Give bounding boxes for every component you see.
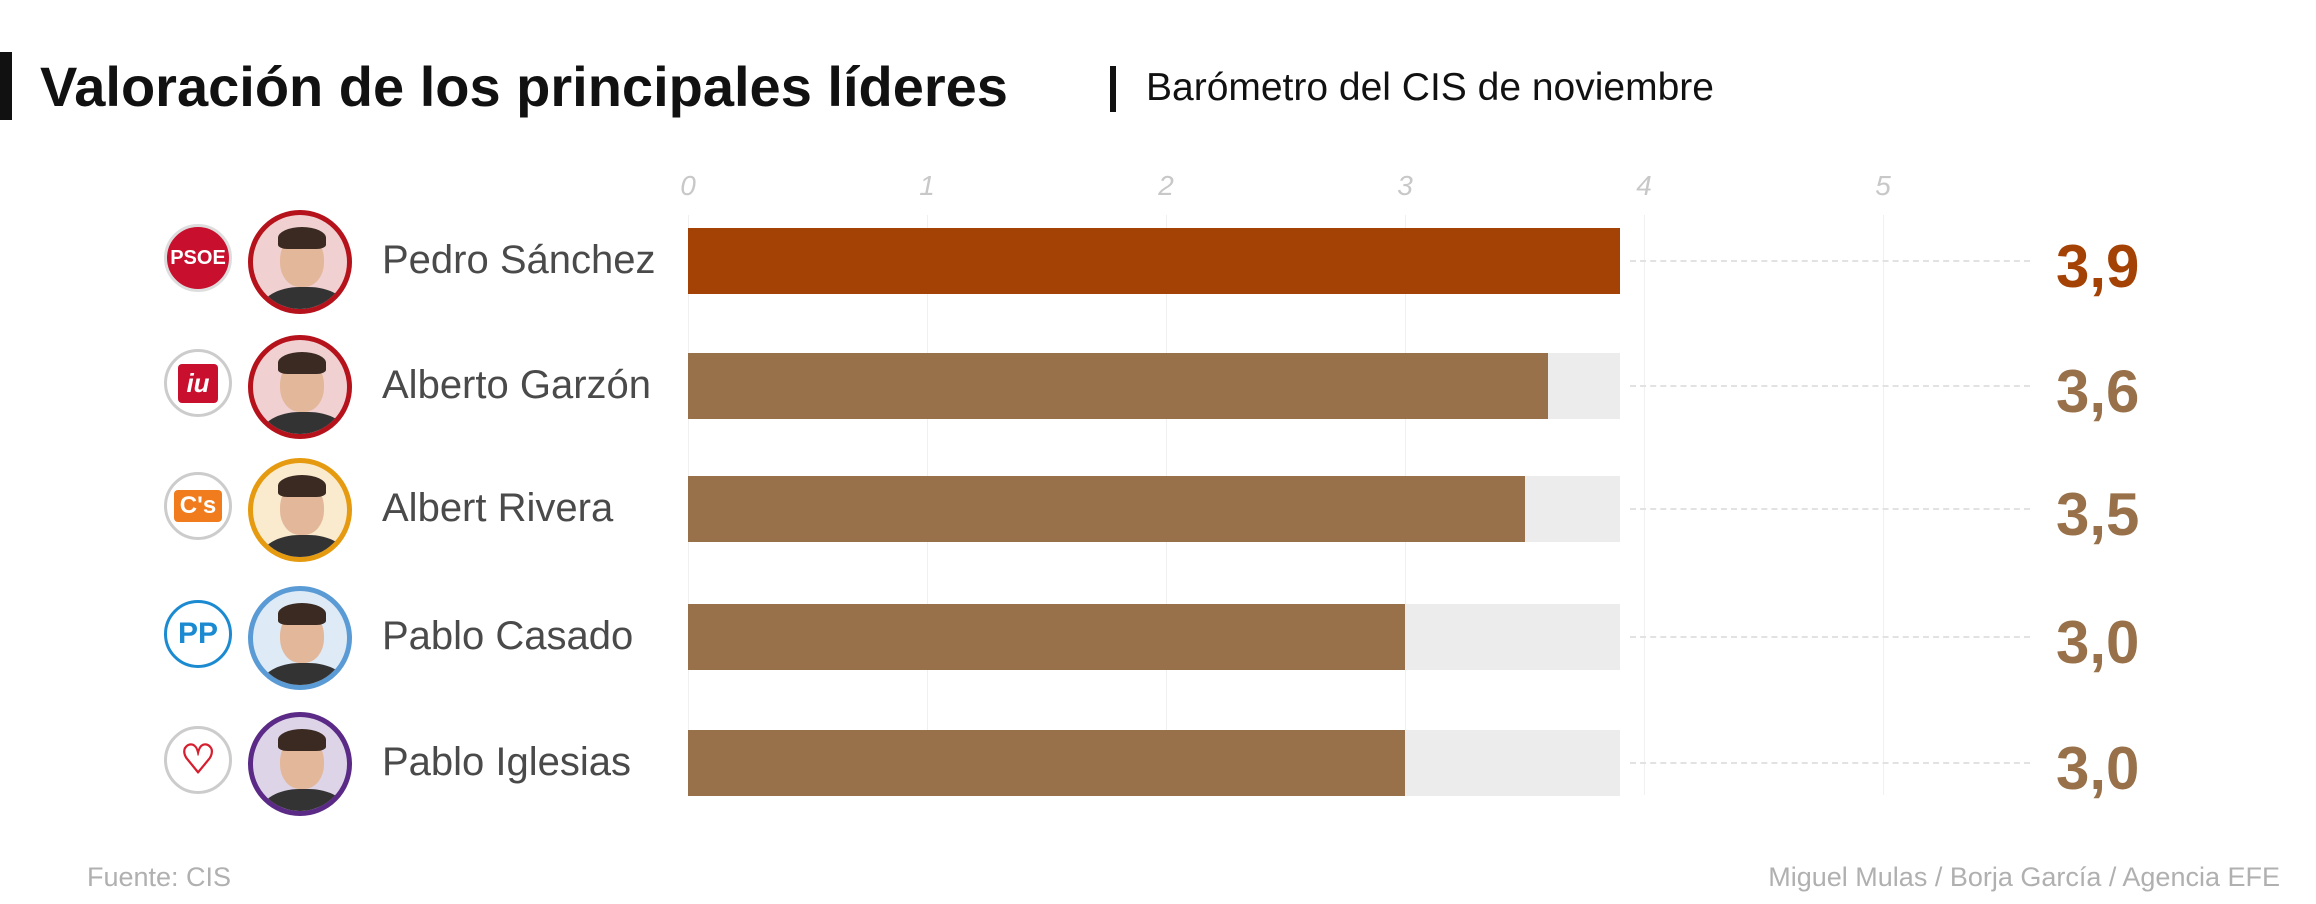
leader-name: Alberto Garzón — [382, 363, 652, 407]
heart-icon: ♡ — [180, 738, 216, 782]
party-logo-text: PP — [177, 617, 219, 650]
x-tick-label: 2 — [1158, 170, 1174, 201]
title-separator — [1110, 66, 1116, 112]
bar-row: PSOE Pedro Sánchez 3,9 — [0, 210, 2316, 314]
source-note: Fuente: CIS — [87, 862, 232, 892]
bar-row: ♡ Pablo Iglesias 3,0 — [0, 712, 2316, 816]
chart-title: Valoración de los principales líderes — [40, 55, 1008, 118]
party-logo: iu — [164, 349, 232, 417]
leader-photo — [248, 210, 352, 314]
leader-name: Pablo Casado — [382, 614, 634, 658]
leader-dots — [1630, 636, 2030, 638]
bar-row: PP Pablo Casado 3,0 — [0, 586, 2316, 690]
gridline — [1883, 215, 1884, 795]
credits: Miguel Mulas / Borja García / Agencia EF… — [1768, 862, 2280, 892]
party-logo: C's — [164, 472, 232, 540]
leader-photo — [248, 335, 352, 439]
party-logo: PP — [164, 600, 232, 668]
x-tick-label: 3 — [1397, 170, 1413, 201]
leader-name: Albert Rivera — [382, 486, 614, 530]
chart-subtitle: Barómetro del CIS de noviembre — [1146, 66, 1714, 109]
party-logo-text: PSOE — [170, 246, 226, 269]
bar — [688, 604, 1405, 670]
x-tick-label: 1 — [919, 170, 935, 201]
value-label: 3,0 — [2056, 735, 2140, 802]
value-label: 3,5 — [2056, 481, 2140, 548]
bar — [688, 228, 1621, 294]
party-logo: ♡ — [164, 726, 232, 794]
gridline — [1644, 215, 1645, 795]
leader-photo — [248, 712, 352, 816]
bar-row: iu Alberto Garzón 3,6 — [0, 335, 2316, 439]
title-accent-bar — [0, 52, 12, 120]
party-logo: PSOE — [164, 224, 232, 292]
x-tick-label: 5 — [1875, 170, 1891, 201]
bar — [688, 476, 1525, 542]
party-logo-text: iu — [178, 363, 218, 403]
leader-dots — [1630, 260, 2030, 262]
leader-name: Pablo Iglesias — [382, 740, 632, 784]
leader-dots — [1630, 508, 2030, 510]
value-label: 3,0 — [2056, 609, 2140, 676]
leader-dots — [1630, 762, 2030, 764]
bar — [688, 353, 1549, 419]
leader-photo — [248, 458, 352, 562]
bar-row: C's Albert Rivera 3,5 — [0, 458, 2316, 562]
value-label: 3,9 — [2056, 233, 2140, 300]
leader-photo — [248, 586, 352, 690]
bar — [688, 730, 1405, 796]
party-logo-text: C's — [173, 490, 223, 522]
leader-name: Pedro Sánchez — [382, 238, 656, 282]
x-tick-label: 4 — [1636, 170, 1652, 201]
x-tick-label: 0 — [680, 170, 696, 201]
leader-dots — [1630, 385, 2030, 387]
value-label: 3,6 — [2056, 358, 2140, 425]
